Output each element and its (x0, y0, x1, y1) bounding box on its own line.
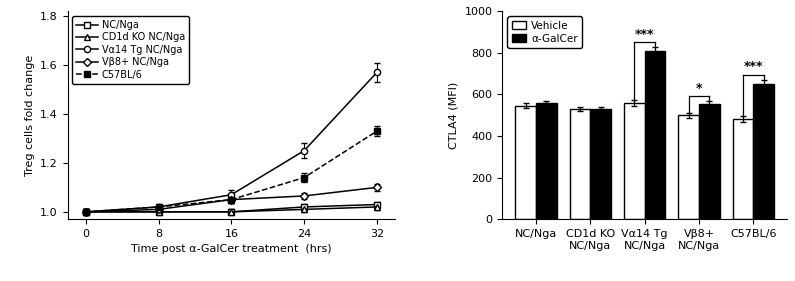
Text: ***: *** (635, 28, 654, 41)
Bar (733, 119, 754, 219)
Bar (536, 103, 556, 219)
Bar (645, 51, 665, 219)
Bar (569, 109, 590, 219)
Legend: NC/Nga, CD1d KO NC/Nga, Vα14 Tg NC/Nga, Vβ8+ NC/Nga, C57BL/6: NC/Nga, CD1d KO NC/Nga, Vα14 Tg NC/Nga, … (72, 16, 188, 84)
Y-axis label: Treg cells fold change: Treg cells fold change (25, 55, 34, 176)
Text: *: * (696, 82, 702, 95)
Bar (699, 104, 719, 219)
Bar (624, 103, 645, 219)
Y-axis label: CTLA4 (MFI): CTLA4 (MFI) (449, 81, 459, 149)
Bar (754, 84, 774, 219)
Bar (515, 106, 536, 219)
Bar (678, 115, 699, 219)
X-axis label: Time post α-GalCer treatment  (hrs): Time post α-GalCer treatment (hrs) (131, 244, 332, 255)
Text: ***: *** (743, 60, 763, 73)
Legend: Vehicle, α-GalCer: Vehicle, α-GalCer (507, 17, 582, 48)
Bar (590, 109, 611, 219)
